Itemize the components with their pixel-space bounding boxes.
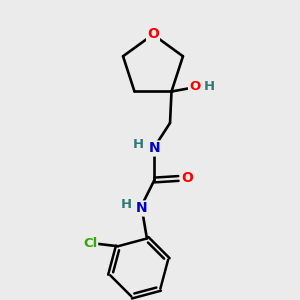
Text: N: N: [136, 202, 148, 215]
Text: H: H: [133, 138, 144, 152]
Text: O: O: [147, 28, 159, 41]
Text: O: O: [182, 172, 194, 185]
Text: H: H: [120, 198, 131, 212]
Text: N: N: [148, 142, 160, 155]
Text: Cl: Cl: [83, 237, 97, 250]
Text: H: H: [204, 80, 215, 94]
Text: O: O: [189, 80, 200, 94]
